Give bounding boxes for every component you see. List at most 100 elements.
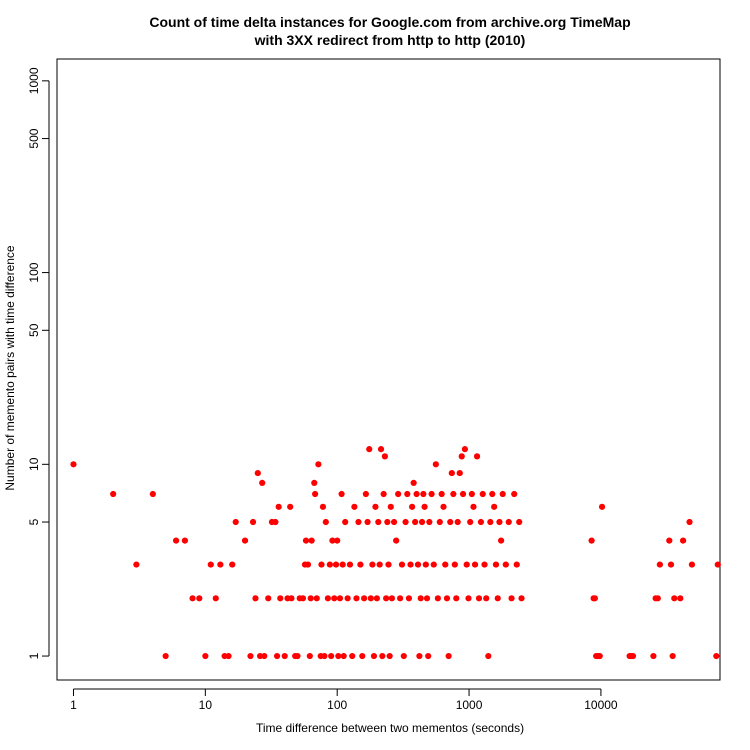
data-point (372, 503, 379, 510)
data-point (332, 561, 340, 568)
data-point (217, 561, 224, 568)
data-point (335, 652, 342, 660)
data-point (322, 518, 329, 526)
data-point (409, 503, 416, 510)
data-point (420, 490, 427, 498)
data-point (212, 595, 219, 602)
data-point (428, 490, 435, 498)
data-point (133, 561, 140, 568)
data-point (588, 537, 595, 544)
data-point (498, 537, 505, 544)
data-point (456, 469, 463, 477)
data-point (418, 518, 426, 526)
data-point (596, 652, 603, 660)
y-tick-label: 1000 (27, 67, 41, 94)
data-point (448, 469, 455, 477)
y-axis-label: Number of memento pairs with time differ… (3, 245, 17, 491)
data-point (232, 518, 239, 526)
data-point (346, 561, 354, 568)
data-point (149, 490, 156, 498)
data-point (505, 518, 512, 526)
plot-area-frame (56, 58, 721, 681)
data-point (656, 561, 663, 568)
data-point (313, 595, 320, 602)
data-point (312, 490, 319, 498)
data-point (281, 652, 288, 660)
data-point (404, 490, 411, 498)
data-point (249, 518, 257, 526)
data-point (373, 595, 380, 602)
y-tick-label: 10 (27, 457, 41, 471)
data-point (319, 503, 327, 510)
data-point (442, 561, 449, 568)
data-point (430, 561, 437, 568)
data-point (468, 490, 475, 498)
data-point (432, 461, 439, 468)
data-point (349, 652, 356, 660)
data-point (502, 561, 509, 568)
data-point (417, 595, 424, 602)
data-point (288, 595, 295, 602)
data-point (357, 561, 364, 568)
data-point (252, 595, 259, 602)
data-point (508, 595, 515, 602)
data-point (438, 490, 445, 498)
data-point (494, 595, 501, 602)
data-point (481, 561, 488, 568)
data-point (364, 518, 371, 526)
data-point (351, 503, 358, 510)
data-point (259, 479, 266, 486)
data-point (324, 595, 331, 602)
data-point (366, 446, 373, 453)
data-point (422, 561, 429, 568)
data-point (196, 595, 203, 602)
data-point (421, 503, 428, 510)
data-point (390, 518, 398, 526)
data-point (669, 652, 676, 660)
data-point (342, 518, 349, 526)
data-point (344, 595, 351, 602)
data-point (458, 453, 465, 460)
data-point (475, 595, 483, 602)
data-point (402, 518, 409, 526)
data-point (189, 595, 196, 602)
data-point (459, 490, 467, 498)
data-point (451, 561, 458, 568)
data-point (470, 503, 477, 510)
data-point (426, 518, 433, 526)
data-point (386, 652, 393, 660)
data-point (671, 595, 678, 602)
data-point (450, 490, 457, 498)
data-point (338, 490, 345, 498)
data-point (302, 537, 310, 544)
y-tick-label: 100 (27, 262, 41, 282)
data-point (598, 503, 606, 510)
x-tick-label: 10000 (584, 698, 618, 712)
data-point (483, 595, 490, 602)
data-point (162, 652, 169, 660)
data-point (491, 503, 498, 510)
data-point (294, 652, 301, 660)
data-point (241, 537, 249, 544)
data-point (329, 537, 336, 544)
chart-title-line-2: with 3XX redirect from http to http (201… (254, 32, 526, 48)
data-point (492, 561, 500, 568)
data-point (172, 537, 180, 544)
data-point (680, 537, 687, 544)
data-point (654, 595, 661, 602)
x-tick-label: 1000 (456, 698, 483, 712)
data-point (414, 561, 422, 568)
data-point (334, 537, 341, 544)
data-point (461, 446, 469, 453)
data-point (326, 561, 333, 568)
data-point (379, 652, 386, 660)
data-point (465, 595, 472, 602)
data-point (413, 490, 420, 498)
data-point (381, 453, 388, 460)
data-point (467, 518, 474, 526)
data-point (306, 652, 313, 660)
data-point (353, 595, 360, 602)
data-point (511, 490, 518, 498)
chart-title-line-1: Count of time delta instances for Google… (149, 14, 630, 30)
data-point (340, 652, 347, 660)
